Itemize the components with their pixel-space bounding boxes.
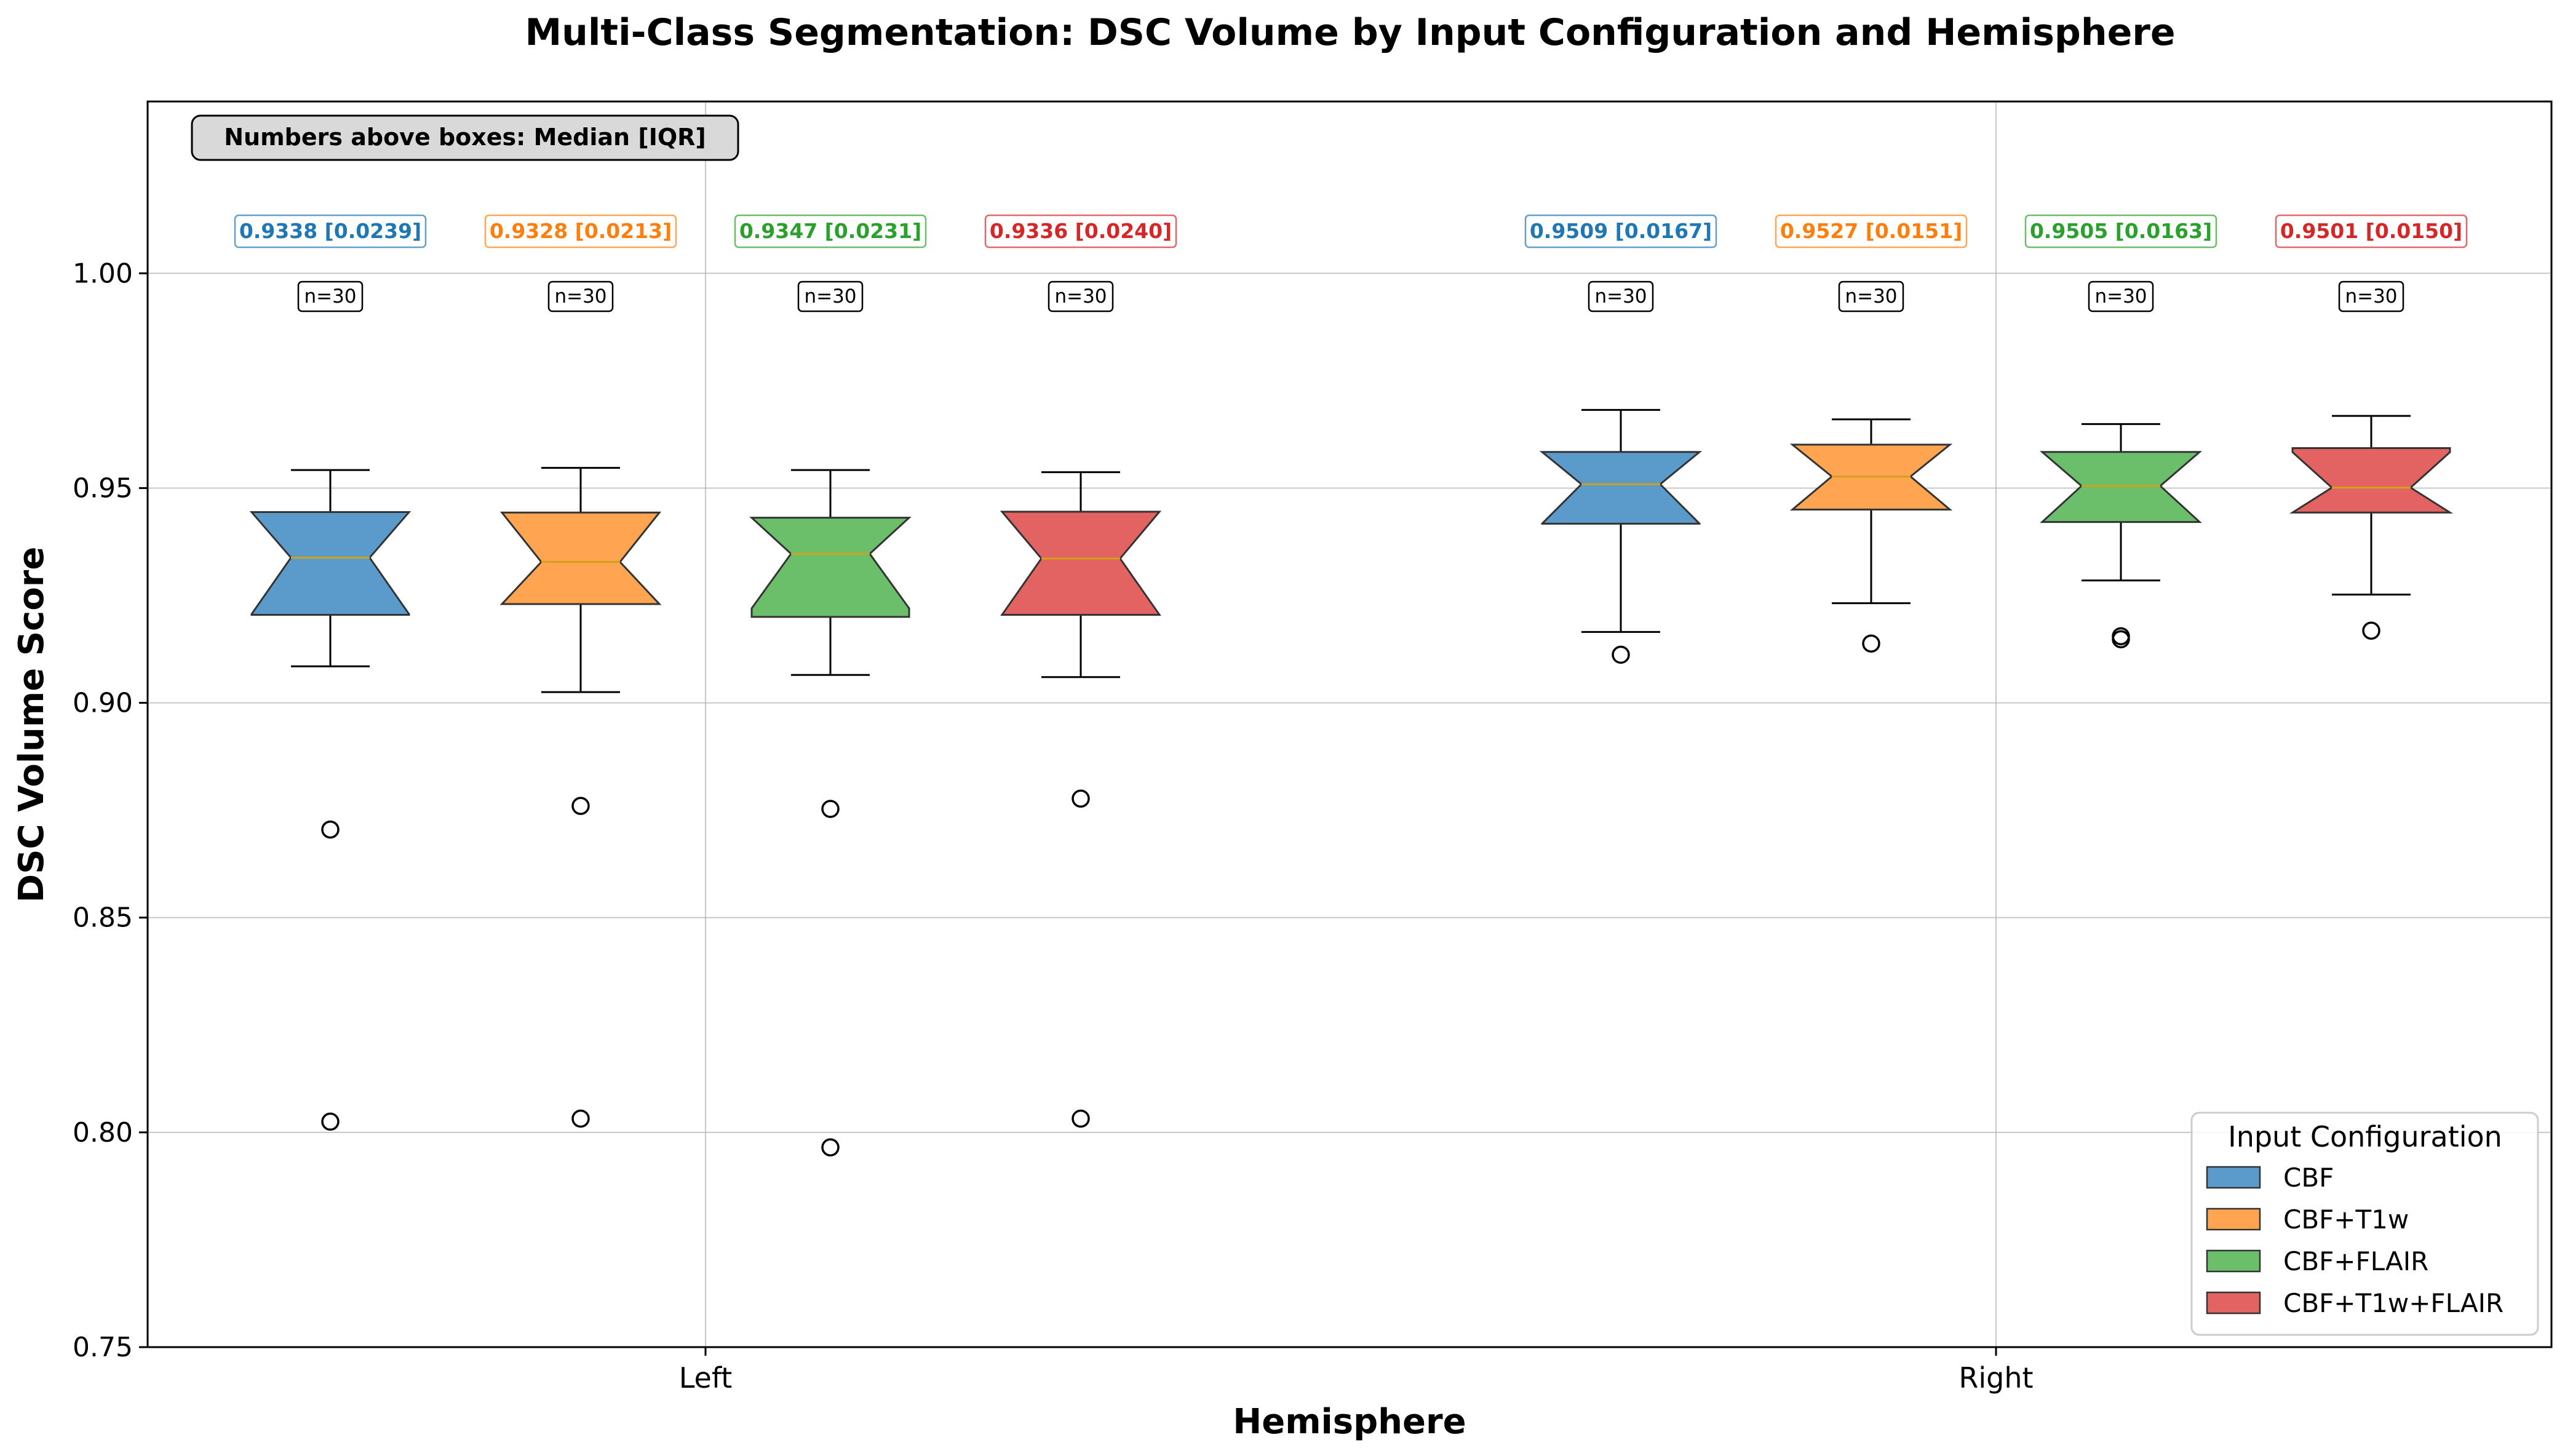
median-iqr-label: 0.9328 [0.0213] xyxy=(490,219,672,243)
y-tick-label: 0.80 xyxy=(73,1117,133,1148)
y-tick-label: 0.90 xyxy=(73,688,133,719)
n-label: n=30 xyxy=(1845,285,1897,308)
median-label-box xyxy=(734,214,927,249)
outlier-point xyxy=(2362,621,2380,640)
legend-swatch xyxy=(2206,1249,2261,1273)
n-label: n=30 xyxy=(2345,285,2397,308)
median-label-box xyxy=(234,214,427,249)
boxplot-cbf-right: 0.9509 [0.0167] n=30 xyxy=(1524,214,1717,664)
box xyxy=(499,511,662,605)
n-label-box xyxy=(1838,280,1904,312)
legend: Input Configuration CBF CBF+T1w CBF+FLAIR C… xyxy=(2190,1112,2539,1336)
legend-entry-label: CBF xyxy=(2283,1163,2334,1193)
median-iqr-label: 0.9338 [0.0239] xyxy=(239,219,421,243)
legend-swatch xyxy=(2206,1291,2261,1315)
outlier-point xyxy=(1862,634,1880,653)
boxplot-cbf-left: 0.9338 [0.0239] n=30 xyxy=(234,214,427,1131)
legend-entry-label: CBF+T1w xyxy=(2283,1204,2409,1235)
plot-frame xyxy=(146,100,2553,1348)
n-label: n=30 xyxy=(554,285,606,308)
outlier-point xyxy=(2112,630,2130,648)
n-label: n=30 xyxy=(304,285,356,308)
box xyxy=(2039,451,2203,523)
median-label-box xyxy=(2024,214,2217,249)
median-label-box xyxy=(984,214,1177,249)
n-label-box xyxy=(547,280,614,312)
boxplot-cbf-t1w-right: 0.9527 [0.0151] n=30 xyxy=(1775,214,1968,653)
median-iqr-label: 0.9347 [0.0231] xyxy=(739,219,921,243)
annotation-note: Numbers above boxes: Median [IQR] xyxy=(224,124,706,151)
outlier-point xyxy=(1612,645,1630,664)
box xyxy=(2289,447,2454,514)
y-tick-label: 0.75 xyxy=(73,1332,133,1363)
median-iqr-label: 0.9527 [0.0151] xyxy=(1780,219,1962,243)
legend-entry-label: CBF+T1w+FLAIR xyxy=(2283,1288,2503,1318)
axes: 0.75 0.80 0.85 0.90 0.95 1.00 Left Right xyxy=(73,258,2034,1394)
median-label-box xyxy=(1524,214,1717,249)
box xyxy=(749,517,912,618)
outlier-point xyxy=(571,797,590,815)
legend-frame xyxy=(2190,1112,2539,1336)
x-axis-label: Hemisphere xyxy=(1233,1402,1466,1442)
boxplot-cbf-t1w-left: 0.9328 [0.0213] n=30 xyxy=(484,214,677,1128)
n-label-box xyxy=(797,280,864,312)
chart-title: Multi-Class Segmentation: DSC Volume by … xyxy=(525,11,2175,54)
n-label: n=30 xyxy=(804,285,856,308)
n-label: n=30 xyxy=(1054,285,1107,308)
median-label-box xyxy=(2275,214,2468,249)
boxplot-cbf-t1w-flair-left: 0.9336 [0.0240] n=30 xyxy=(984,214,1177,1128)
outlier-point xyxy=(321,1112,340,1131)
n-label: n=30 xyxy=(2094,285,2147,308)
boxplot-cbf-flair-right: 0.9505 [0.0163] n=30 xyxy=(2024,214,2217,648)
y-tick-label: 1.00 xyxy=(73,258,133,289)
box xyxy=(1000,511,1162,616)
x-tick-label: Left xyxy=(679,1361,733,1394)
outlier-point xyxy=(821,1138,840,1157)
median-iqr-label: 0.9501 [0.0150] xyxy=(2280,219,2462,243)
y-axis-label: DSC Volume Score xyxy=(12,547,52,903)
box xyxy=(249,511,412,616)
box xyxy=(1539,451,1703,525)
annotation-note-box: Numbers above boxes: Median [IQR] xyxy=(191,114,739,161)
median-iqr-label: 0.9505 [0.0163] xyxy=(2030,219,2212,243)
y-tick-label: 0.95 xyxy=(73,472,133,504)
legend-swatch xyxy=(2206,1207,2261,1231)
n-label-box xyxy=(2088,280,2154,312)
outlier-point xyxy=(1072,1109,1090,1128)
x-tick-label: Right xyxy=(1959,1361,2033,1394)
n-label: n=30 xyxy=(1594,285,1647,308)
boxplot-cbf-flair-left: 0.9347 [0.0231] n=30 xyxy=(734,214,927,1157)
plot-marks: 0.9338 [0.0239]n=300.9509 [0.0167]n=300.… xyxy=(234,214,2468,1157)
legend-entry-label: CBF+FLAIR xyxy=(2283,1246,2428,1276)
legend-swatch xyxy=(2206,1166,2261,1189)
y-tick-label: 0.85 xyxy=(73,902,133,934)
n-label-box xyxy=(2338,280,2404,312)
n-label-box xyxy=(1588,280,1654,312)
median-iqr-label: 0.9509 [0.0167] xyxy=(1530,219,1712,243)
n-label-box xyxy=(1048,280,1114,312)
legend-title: Input Configuration xyxy=(2228,1120,2502,1153)
outlier-point xyxy=(571,1109,590,1128)
median-iqr-label: 0.9336 [0.0240] xyxy=(990,219,1172,243)
boxplot-cbf-t1w-flair-right: 0.9501 [0.0150] n=30 xyxy=(2275,214,2468,640)
median-label-box xyxy=(1775,214,1968,249)
outlier-point xyxy=(321,820,340,839)
n-label-box xyxy=(297,280,364,312)
median-label-box xyxy=(484,214,677,249)
outlier-point xyxy=(1072,789,1090,808)
outlier-point xyxy=(821,800,840,818)
